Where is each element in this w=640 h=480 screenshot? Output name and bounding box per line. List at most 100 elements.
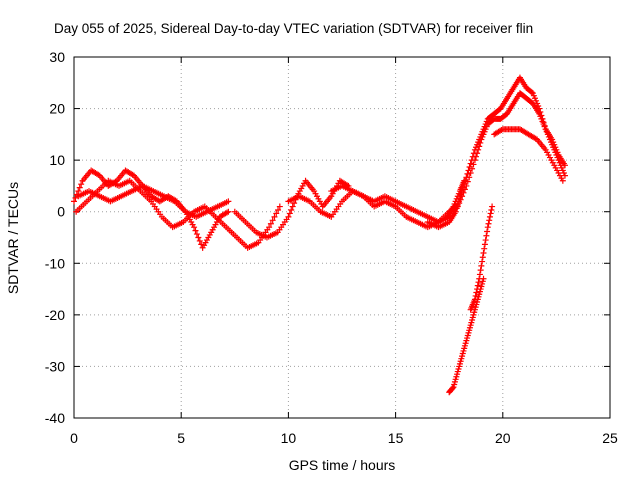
data-point [486, 213, 493, 220]
data-point [75, 188, 82, 195]
data-point [273, 210, 280, 217]
data-point [487, 210, 494, 217]
data-point [476, 143, 483, 150]
data-point [488, 206, 495, 213]
chart-title: Day 055 of 2025, Sidereal Day-to-day VTE… [54, 21, 533, 36]
grid-lines [74, 57, 610, 418]
data-point [78, 181, 85, 188]
data-point [480, 249, 487, 256]
data-point [71, 198, 77, 205]
plot-frame [73, 56, 611, 419]
x-tick-label: 0 [70, 430, 78, 446]
x-tick-label: 5 [177, 430, 185, 446]
x-axis-label: GPS time / hours [289, 457, 396, 473]
data-point [470, 161, 477, 168]
data-point [275, 206, 282, 213]
data-point [474, 150, 481, 157]
x-tick-label: 25 [602, 430, 618, 446]
data-point [474, 286, 481, 293]
data-point [195, 234, 202, 241]
data-point [467, 170, 474, 177]
series-track-c [75, 182, 232, 220]
series-track-b [73, 177, 283, 251]
data-point [474, 282, 481, 289]
data-point [561, 162, 568, 169]
data-point [479, 258, 486, 265]
data-point [476, 275, 483, 282]
data-point [528, 89, 535, 96]
y-tick-label: -20 [45, 307, 65, 323]
x-tick-labels: 0 5 10 15 20 25 [70, 430, 618, 446]
y-tick-label: 30 [49, 49, 65, 65]
y-axis-label: SDTVAR / TECUs [5, 182, 21, 294]
data-point [269, 217, 276, 224]
y-tick-label: -30 [45, 358, 65, 374]
data-point [559, 177, 566, 184]
data-point [471, 157, 478, 164]
y-tick-label: 0 [57, 204, 65, 220]
y-tick-label: -40 [45, 410, 65, 426]
data-point [469, 165, 476, 172]
series-track-j [446, 275, 487, 396]
data-point [192, 227, 199, 234]
series-track-i [491, 126, 566, 184]
data-point [483, 232, 490, 239]
data-point [267, 220, 274, 227]
data-point [481, 245, 488, 252]
data-point [191, 224, 198, 231]
data-point [477, 267, 484, 274]
data-point [481, 241, 488, 248]
data-points [71, 74, 568, 396]
data-point [196, 237, 203, 244]
series-track-d [231, 177, 352, 241]
x-tick-label: 15 [388, 430, 404, 446]
data-point [476, 271, 483, 278]
data-point [271, 213, 278, 220]
axis-ticks [73, 56, 611, 419]
data-point [288, 206, 295, 213]
y-tick-label: 10 [49, 152, 65, 168]
data-point [486, 217, 493, 224]
y-tick-label: 20 [49, 101, 65, 117]
data-point [225, 198, 232, 205]
data-point [479, 254, 486, 261]
data-point [489, 203, 496, 210]
data-point [286, 210, 293, 217]
data-point [449, 384, 456, 391]
data-point [225, 208, 232, 215]
data-point [467, 160, 474, 167]
data-point [198, 241, 205, 248]
data-point [485, 220, 492, 227]
data-point [464, 178, 471, 185]
data-point [460, 189, 467, 196]
data-point [466, 174, 473, 181]
data-point [473, 289, 480, 296]
y-tick-labels: 30 20 10 0 -10 -20 -30 -40 [45, 49, 65, 426]
data-point [193, 231, 200, 238]
data-point [285, 213, 292, 220]
data-point [471, 296, 478, 303]
data-point [276, 203, 283, 210]
data-point [484, 224, 491, 231]
data-point [477, 139, 484, 146]
x-tick-label: 20 [495, 430, 511, 446]
data-point [472, 292, 479, 299]
data-point [457, 196, 464, 203]
data-point [561, 172, 568, 179]
data-point [289, 203, 296, 210]
data-point [456, 200, 463, 207]
data-point [478, 262, 485, 269]
series-track-l [444, 177, 468, 220]
series-track-k [467, 203, 496, 313]
data-point [475, 279, 482, 286]
data-point [461, 177, 468, 184]
data-point [76, 184, 83, 191]
data-point [475, 146, 482, 153]
x-tick-label: 10 [281, 430, 297, 446]
data-point [473, 153, 479, 160]
data-point [266, 224, 273, 231]
data-point [482, 237, 489, 244]
data-point [484, 228, 491, 235]
y-tick-label: -10 [45, 255, 65, 271]
